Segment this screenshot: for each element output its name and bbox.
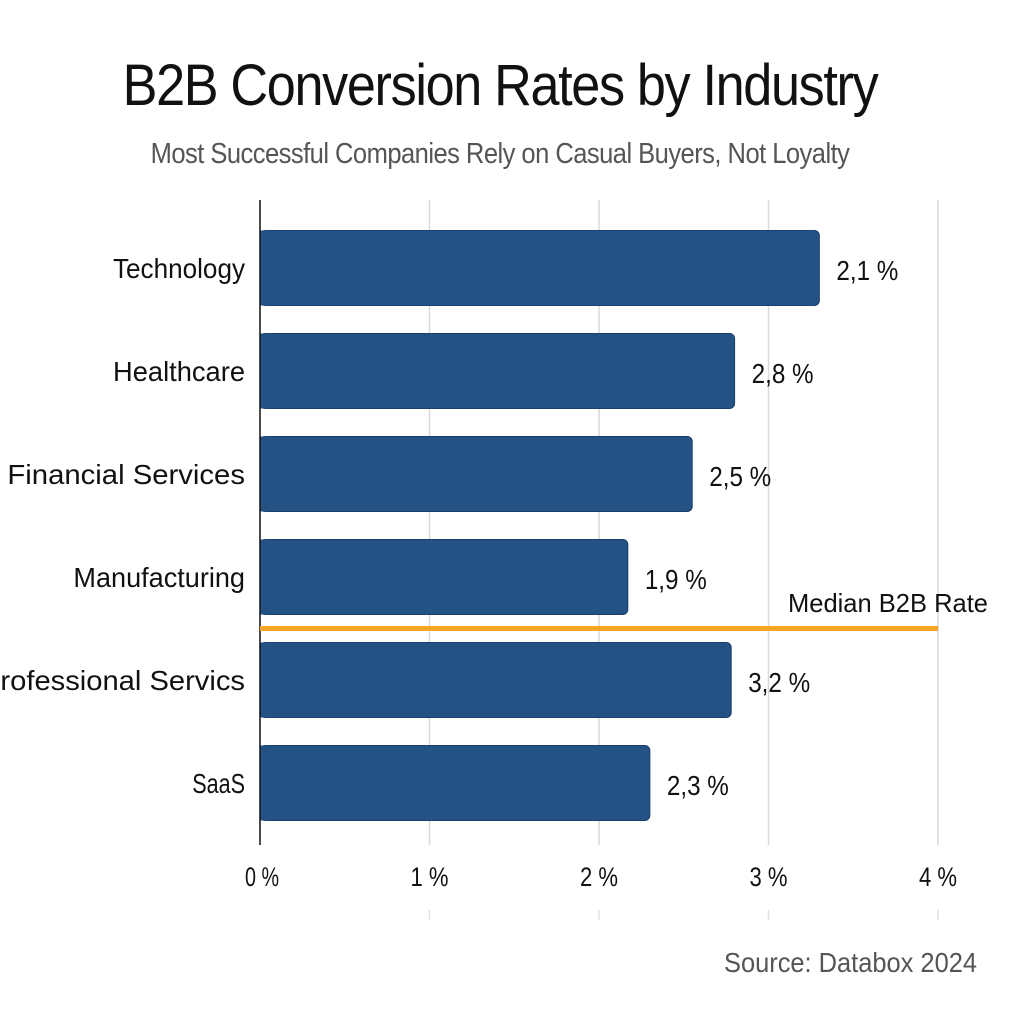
bar	[259, 745, 651, 821]
data-label: 2,3 %	[667, 770, 729, 801]
x-tick-label: 1 %	[411, 862, 449, 892]
median-label: Median B2B Rate	[788, 588, 988, 618]
bar-edge	[260, 642, 268, 718]
data-label: 2,5 %	[709, 461, 771, 492]
data-label: 2,8 %	[752, 358, 814, 389]
bar-edge	[260, 230, 268, 306]
x-tick-label: 2 %	[580, 862, 618, 892]
bar-edge	[260, 539, 268, 615]
category-label: Technology	[113, 253, 245, 284]
category-label: Professional Servics	[0, 665, 245, 696]
bar	[259, 539, 629, 615]
bar	[259, 230, 820, 306]
bar	[259, 642, 732, 718]
category-label: Manufacturing	[73, 562, 245, 593]
x-tick-label: 3 %	[750, 862, 788, 892]
data-label: 2,1 %	[836, 255, 898, 286]
x-tick-label: 4 %	[919, 862, 957, 892]
bar	[259, 436, 693, 512]
chart-subtitle: Most Successful Companies Rely on Casual…	[150, 138, 850, 170]
bar-edge	[260, 436, 268, 512]
bar-edge	[260, 333, 268, 409]
category-label: Healthcare	[113, 356, 245, 387]
bar	[259, 333, 736, 409]
data-label: 3,2 %	[748, 667, 810, 698]
category-label: SaaS	[192, 768, 245, 799]
data-label: 1,9 %	[645, 564, 707, 595]
x-tick-label: 0 %	[245, 862, 279, 892]
bar-edge	[260, 745, 268, 821]
chart-title: B2B Conversion Rates by Industry	[122, 53, 879, 118]
category-label: Financial Services	[7, 459, 245, 490]
source-note: Source: Databox 2024	[724, 947, 977, 978]
